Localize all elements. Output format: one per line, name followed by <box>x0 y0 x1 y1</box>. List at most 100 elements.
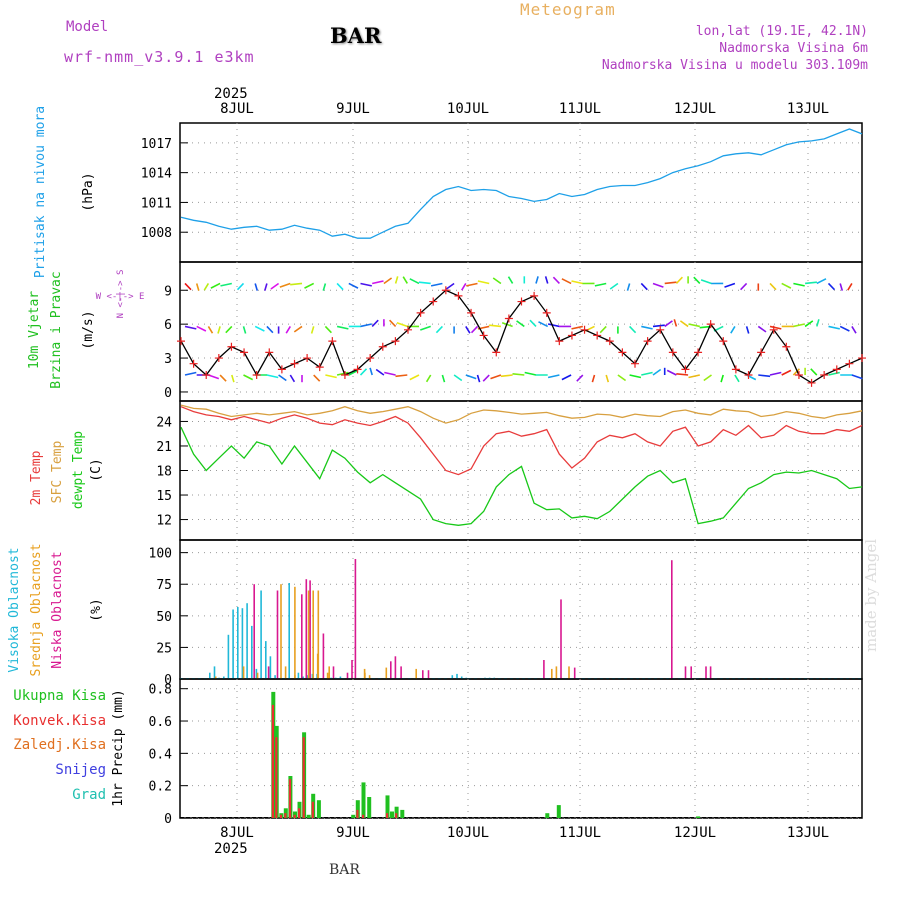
wind-arrow-1-44 <box>689 324 700 326</box>
precip-conv-bar-5 <box>294 815 296 818</box>
wind-arrow-1-25 <box>472 326 478 332</box>
wind-marker-11 <box>316 363 324 371</box>
precip-total-bar-19 <box>545 813 549 818</box>
wind-arrow-1-10 <box>294 326 302 331</box>
wind-arrow-2-40 <box>653 370 661 376</box>
wind-arrow-2-11 <box>314 375 320 381</box>
cloud-spike-11 <box>551 669 553 679</box>
wind-arrow-0-3 <box>211 283 220 288</box>
ytick-label-3-1: 25 <box>156 641 172 656</box>
wind-arrow-1-22 <box>436 326 442 332</box>
cloud-spike-20 <box>710 666 712 679</box>
wind-direction-vertical: N <-|-> S <box>116 270 126 319</box>
wind-arrow-1-50 <box>770 326 781 328</box>
cloud-spike-24 <box>312 591 314 680</box>
temp-ylabel-3: dewpt Temp <box>71 431 86 509</box>
ytick-label-1-2: 6 <box>164 318 172 333</box>
precip-conv-bar-15 <box>386 813 388 818</box>
wind-marker-51 <box>820 371 828 379</box>
cloud-spike-4 <box>386 668 388 679</box>
cloud-high-bar-11 <box>232 610 234 680</box>
wind-arrow-1-39 <box>641 326 652 328</box>
wind-arrow-1-42 <box>674 319 676 326</box>
cloud-mid-bar-50 <box>415 669 417 679</box>
wind-arrow-0-53 <box>805 282 817 283</box>
wind-arrow-0-21 <box>419 282 431 283</box>
precip-legend-4: Grad <box>72 787 106 803</box>
wind-arrow-1-40 <box>653 325 665 326</box>
ytick-label-1-0: 0 <box>164 386 172 401</box>
wind-arrow-2-32 <box>548 375 559 377</box>
cloud-spike-17 <box>685 666 687 679</box>
precip-legend-0: Ukupna Kisa <box>13 688 106 704</box>
ytick-label-3-3: 75 <box>156 578 172 593</box>
wind-arrow-2-12 <box>325 375 336 377</box>
cloud-ylabel-3: Niska Oblacnost <box>50 551 65 668</box>
wind-arrow-0-10 <box>290 283 302 284</box>
wind-arrow-1-16 <box>372 320 378 326</box>
cloud-spike-16 <box>671 560 673 679</box>
ytick-label-2-0: 12 <box>156 514 172 529</box>
cloud-high-bar-19 <box>270 656 272 679</box>
cloud-low-bar-35 <box>347 673 349 679</box>
wind-arrow-2-4 <box>232 375 234 382</box>
precip-conv-bar-12 <box>356 810 358 818</box>
wind-arrow-0-19 <box>403 277 407 284</box>
wind-arrow-2-21 <box>427 375 431 382</box>
precip-conv-bar-1 <box>275 737 277 818</box>
precip-conv-bar-6 <box>298 808 300 818</box>
wind-arrow-1-21 <box>420 326 430 330</box>
wind-arrow-1-30 <box>530 320 536 326</box>
cloud-low-bar-27 <box>309 580 311 679</box>
wind-arrow-0-56 <box>840 283 842 290</box>
precip-total-bar-13 <box>362 782 366 818</box>
wind-arrow-1-6 <box>255 326 264 331</box>
wind-arrow-2-24 <box>466 375 476 379</box>
wind-arrow-0-20 <box>410 279 419 284</box>
wind-arrow-0-17 <box>384 278 392 283</box>
date-top-0: 8JUL <box>220 101 254 117</box>
cloud-spike-8 <box>422 670 424 679</box>
wind-arrow-2-33 <box>562 375 571 380</box>
cloud-spike-3 <box>364 669 366 679</box>
wind-arrow-0-13 <box>337 283 343 289</box>
pressure-ylabel: Pritisak na nivou mora <box>33 106 48 278</box>
sfc-temp-line <box>181 405 862 423</box>
wind-arrow-2-50 <box>770 373 781 376</box>
wind-arrow-1-11 <box>312 326 314 333</box>
wind-arrow-0-12 <box>323 283 325 290</box>
wind-arrow-1-43 <box>680 321 688 327</box>
wind-arrow-0-9 <box>280 283 290 287</box>
wind-arrow-0-36 <box>595 283 606 285</box>
cloud-high-bar-59 <box>456 674 458 679</box>
temp-unit: (C) <box>89 458 104 481</box>
wind-arrow-0-16 <box>372 281 383 283</box>
wind-arrow-2-51 <box>782 370 791 375</box>
ytick-label-2-1: 15 <box>156 489 172 504</box>
wind-arrow-0-38 <box>628 283 630 290</box>
cloud-spike-15 <box>574 668 576 679</box>
wind-arrow-0-24 <box>462 283 466 290</box>
year-bottom: 2025 <box>214 841 248 857</box>
wind-arrow-2-27 <box>491 375 501 379</box>
ytick-label-2-2: 18 <box>156 465 172 480</box>
precip-total-bar-8 <box>307 815 311 818</box>
wind-arrow-1-3 <box>218 326 220 333</box>
wind-arrow-1-52 <box>793 324 804 326</box>
cloud-spike-1 <box>355 559 357 679</box>
cloud-ylabel-2: Srednja Oblacnost <box>29 543 44 676</box>
wind-arrow-1-49 <box>758 326 766 331</box>
cloud-high-bar-10 <box>228 635 230 679</box>
wind-arrow-0-6 <box>255 283 257 290</box>
temp-2m-line <box>181 407 862 475</box>
ytick-label-2-4: 24 <box>156 415 172 430</box>
wind-arrow-1-27 <box>489 325 501 326</box>
wind-arrow-2-9 <box>290 375 294 382</box>
wind-marker-46 <box>757 348 765 356</box>
cloud-low-bar-32 <box>333 666 335 679</box>
wind-arrow-2-5 <box>244 375 253 380</box>
date-bottom-1: 9JUL <box>336 825 370 841</box>
date-bottom-3: 11JUL <box>559 825 601 841</box>
ytick-label-4-3: 0.6 <box>149 715 172 730</box>
wind-arrow-0-11 <box>305 283 314 288</box>
